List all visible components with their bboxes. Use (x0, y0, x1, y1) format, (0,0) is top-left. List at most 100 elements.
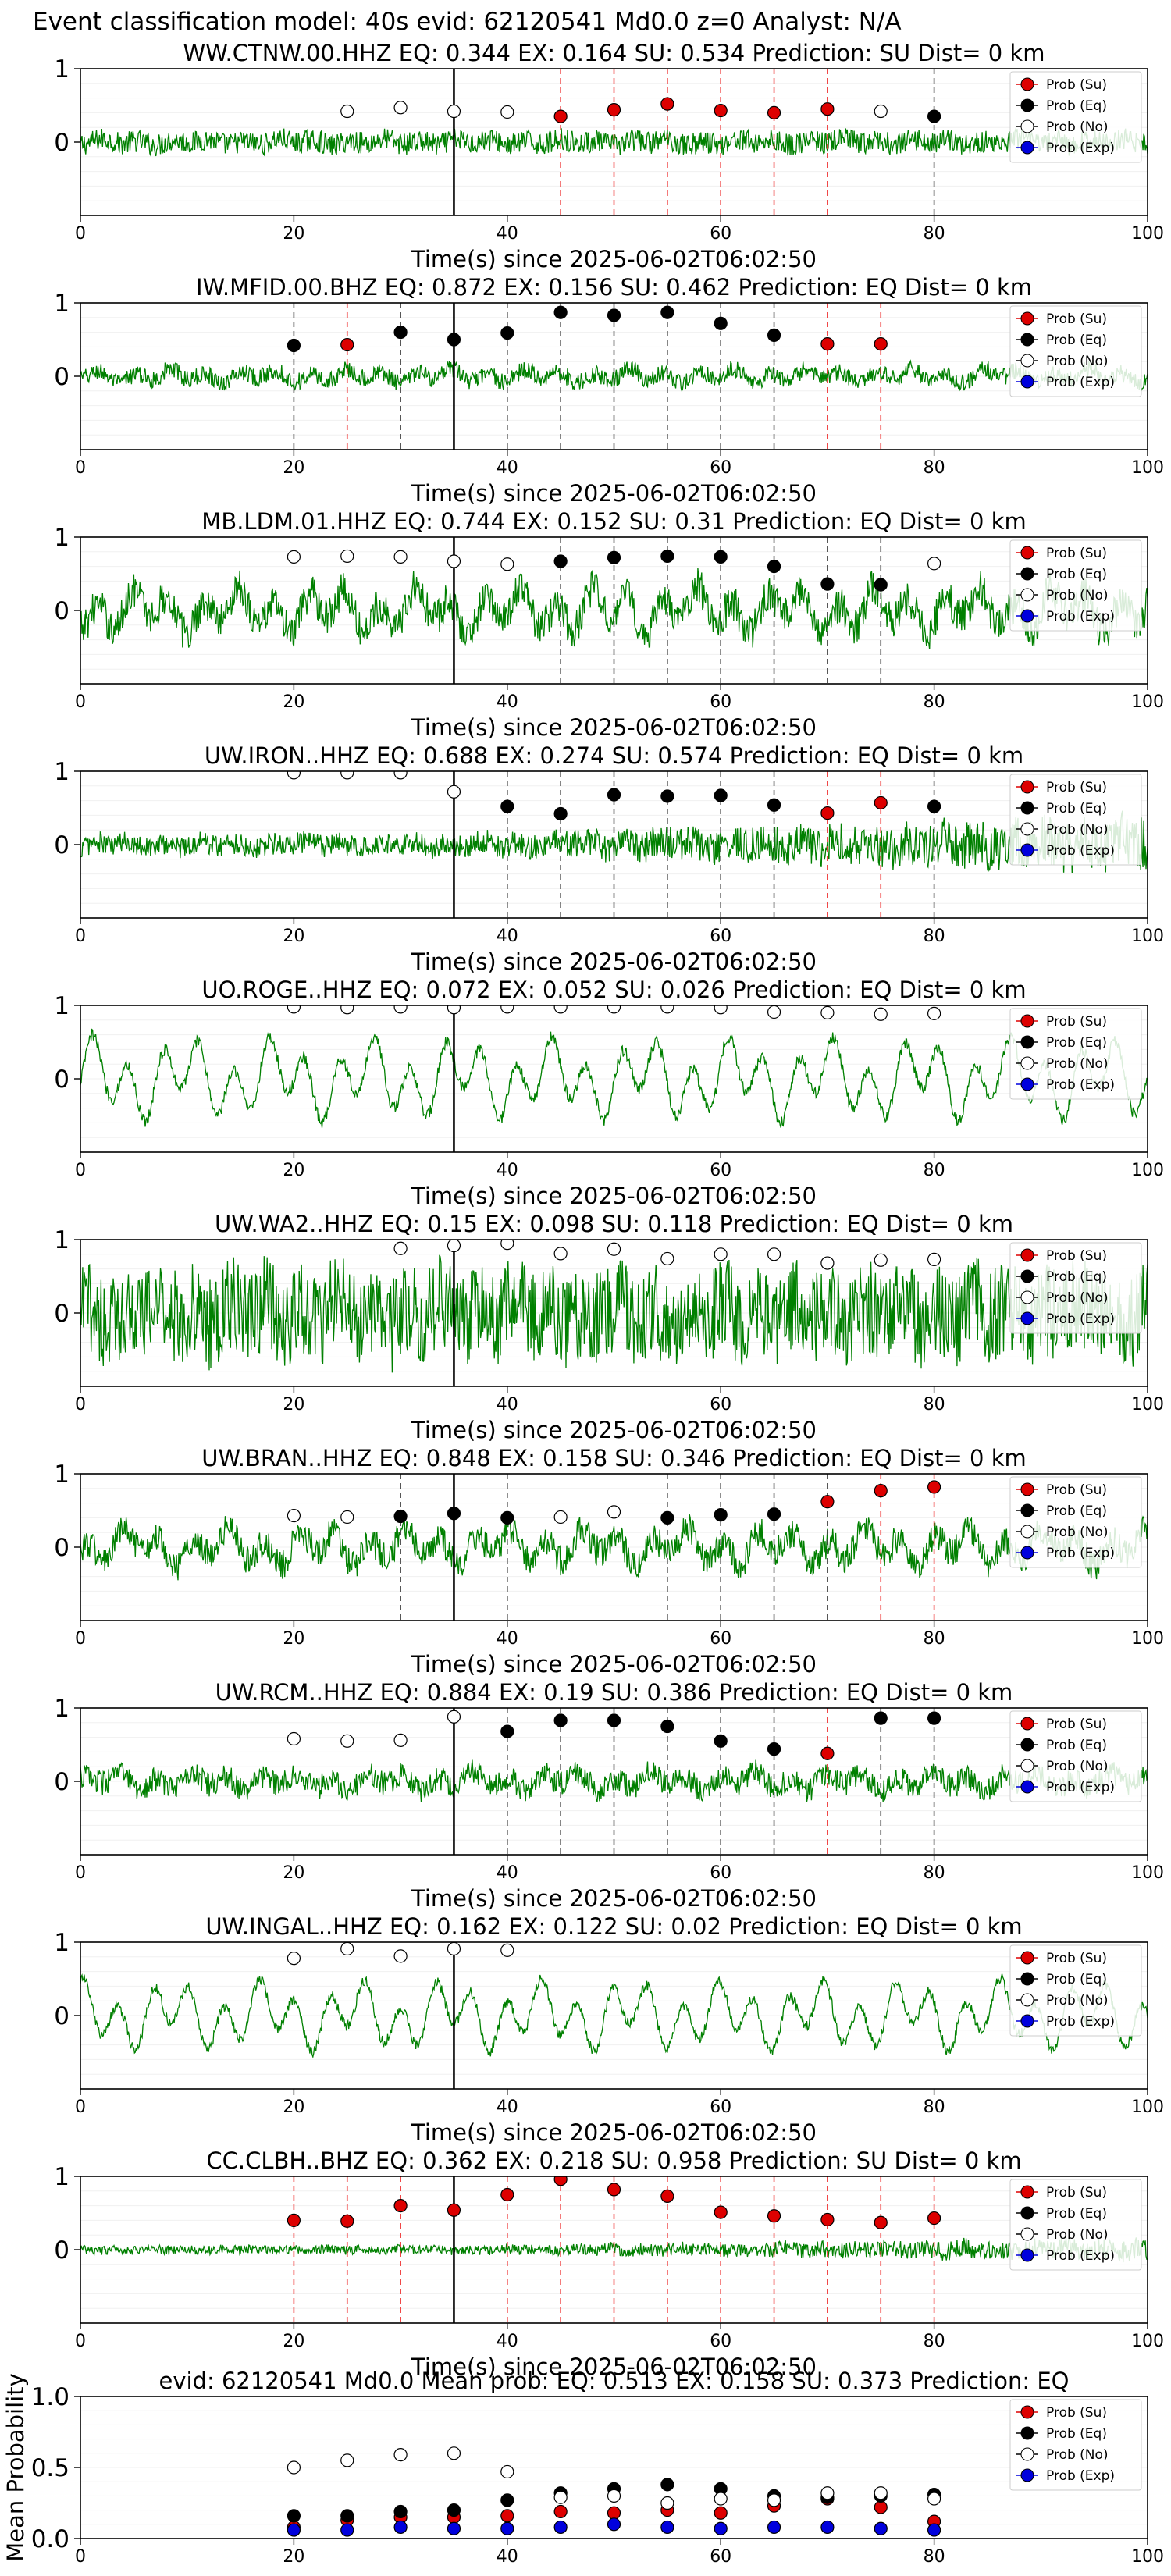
legend-marker (1020, 588, 1034, 602)
legend-box (1009, 539, 1142, 632)
probability-marker (874, 1711, 888, 1725)
probability-marker (500, 557, 514, 571)
x-tick-label: 80 (924, 1395, 945, 1414)
legend-marker (1020, 2248, 1034, 2262)
panel-content (80, 303, 1148, 450)
panel-title: UW.IRON..HHZ EQ: 0.688 EX: 0.274 SU: 0.5… (205, 742, 1023, 769)
probability-marker (500, 2521, 514, 2535)
legend-marker (1020, 1738, 1034, 1752)
probability-marker (714, 2492, 728, 2506)
probability-marker (714, 788, 728, 802)
x-tick-label: 100 (1131, 692, 1164, 712)
probability-marker (500, 1724, 514, 1738)
probability-marker (660, 1510, 674, 1525)
probability-marker (553, 1005, 568, 1014)
probability-marker (820, 1005, 835, 1020)
legend-label: Prob (Eq) (1046, 333, 1107, 348)
y-tick-label: 0 (54, 1300, 69, 1328)
station-panel: UW.INGAL..HHZ EQ: 0.162 EX: 0.122 SU: 0.… (54, 1913, 1164, 2146)
x-tick-label: 60 (710, 1629, 731, 1649)
probability-marker (927, 2211, 941, 2226)
probability-marker (340, 1734, 354, 1748)
legend-label: Prob (No) (1046, 1290, 1109, 1306)
probability-marker (287, 1508, 301, 1523)
probability-marker (660, 1251, 674, 1266)
panel-content (80, 1474, 1148, 1621)
legend-label: Prob (No) (1046, 822, 1109, 838)
probability-marker (927, 1252, 941, 1266)
x-tick-label: 20 (283, 927, 304, 946)
x-tick-label: 0 (75, 1161, 86, 1180)
panel-content (80, 771, 1148, 918)
legend-label: Prob (Exp) (1046, 375, 1115, 390)
probability-marker (927, 799, 941, 813)
panel-title: MB.LDM.01.HHZ EQ: 0.744 EX: 0.152 SU: 0.… (201, 508, 1026, 535)
probability-marker (553, 1713, 568, 1727)
legend-marker (1020, 141, 1034, 155)
legend-marker (1020, 1717, 1034, 1731)
probability-marker (393, 101, 408, 115)
station-panel: CC.CLBH..BHZ EQ: 0.362 EX: 0.218 SU: 0.9… (54, 2147, 1164, 2380)
probability-marker (447, 785, 461, 799)
probability-marker (714, 103, 728, 118)
probability-marker (607, 2517, 621, 2532)
probability-marker (553, 2490, 568, 2504)
y-tick-label: 1 (54, 1461, 69, 1489)
y-tick-label: 0 (54, 363, 69, 391)
x-tick-label: 0 (75, 1395, 86, 1414)
seismic-waveform (80, 359, 1148, 393)
probability-marker (820, 1495, 835, 1509)
seismic-waveform (80, 1254, 1148, 1373)
probability-marker (820, 2486, 835, 2500)
x-tick-label: 100 (1131, 2547, 1164, 2567)
station-panel: UW.WA2..HHZ EQ: 0.15 EX: 0.098 SU: 0.118… (54, 1211, 1164, 1443)
probability-marker (500, 2187, 514, 2202)
probability-marker (874, 795, 888, 810)
probability-marker (553, 2504, 568, 2519)
probability-marker (340, 1005, 354, 1015)
x-tick-label: 20 (283, 1161, 304, 1180)
y-tick-label: 0 (54, 2002, 69, 2030)
legend-label: Prob (Su) (1046, 1717, 1107, 1732)
probability-marker (393, 550, 408, 564)
x-tick-label: 80 (924, 224, 945, 244)
probability-marker (874, 1484, 888, 1498)
legend-marker (1020, 2227, 1034, 2241)
legend-label: Prob (Su) (1046, 1248, 1107, 1264)
probability-marker (660, 305, 674, 319)
probability-marker (767, 1507, 781, 1521)
legend-marker (1020, 1290, 1034, 1304)
x-tick-label: 100 (1131, 458, 1164, 478)
probability-marker (607, 1005, 621, 1014)
x-tick-label: 0 (75, 2547, 86, 2567)
x-axis-label: Time(s) since 2025-06-02T06:02:50 (411, 2119, 817, 2146)
probability-marker (874, 1253, 888, 1267)
y-tick-label: 1 (54, 290, 69, 318)
probability-marker (500, 326, 514, 340)
probability-marker (607, 2506, 621, 2520)
legend-label: Prob (Eq) (1046, 567, 1107, 582)
probability-marker (767, 2209, 781, 2223)
x-tick-label: 80 (924, 1863, 945, 1883)
probability-marker (393, 2504, 408, 2519)
y-tick-label: 0.0 (31, 2525, 69, 2553)
y-tick-label: 1 (54, 1226, 69, 1254)
probability-marker (500, 2509, 514, 2523)
y-tick-label: 0 (54, 129, 69, 157)
probability-marker (820, 577, 835, 591)
probability-marker (287, 1952, 301, 1966)
legend-label: Prob (Exp) (1046, 1780, 1115, 1795)
legend-box (1009, 305, 1142, 397)
legend-marker (1020, 1525, 1034, 1539)
probability-marker (874, 2500, 888, 2514)
probability-marker (874, 578, 888, 592)
legend-label: Prob (Eq) (1046, 1738, 1107, 1753)
probability-marker (660, 2478, 674, 2492)
legend-marker (1020, 354, 1034, 368)
station-panel: UW.RCM..HHZ EQ: 0.884 EX: 0.19 SU: 0.386… (54, 1679, 1164, 1912)
legend-label: Prob (Exp) (1046, 1077, 1115, 1093)
probability-marker (660, 2520, 674, 2535)
probability-marker (714, 316, 728, 330)
probability-marker (927, 1711, 941, 1725)
legend-label: Prob (No) (1046, 588, 1109, 603)
